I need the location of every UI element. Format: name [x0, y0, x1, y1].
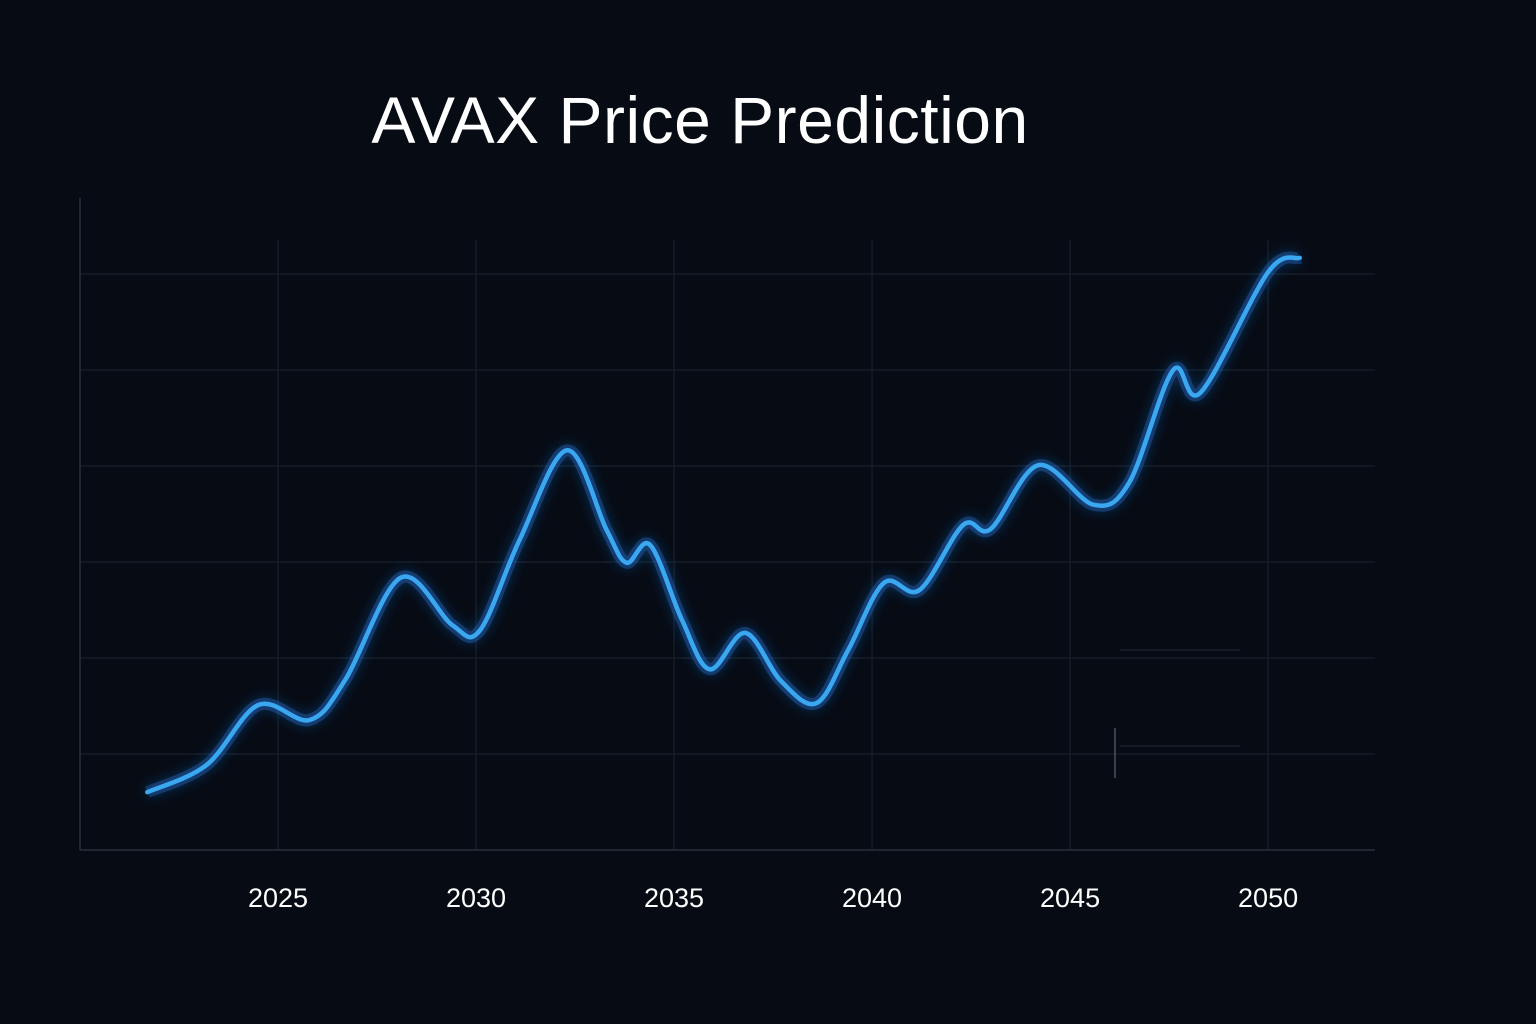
x-tick-labels: 2025 2030 2035 2040 2045 2050	[248, 883, 1298, 913]
x-tick-label: 2035	[644, 883, 704, 913]
chart-title: AVAX Price Prediction	[371, 83, 1029, 157]
x-tick-label: 2040	[842, 883, 902, 913]
x-tick-label: 2045	[1040, 883, 1100, 913]
series-line	[145, 255, 1303, 795]
artifact-marks	[1114, 649, 1240, 778]
data-points	[147, 257, 1300, 793]
x-tick-label: 2030	[446, 883, 506, 913]
grid	[80, 240, 1375, 850]
x-tick-label: 2025	[248, 883, 308, 913]
x-tick-label: 2050	[1238, 883, 1298, 913]
